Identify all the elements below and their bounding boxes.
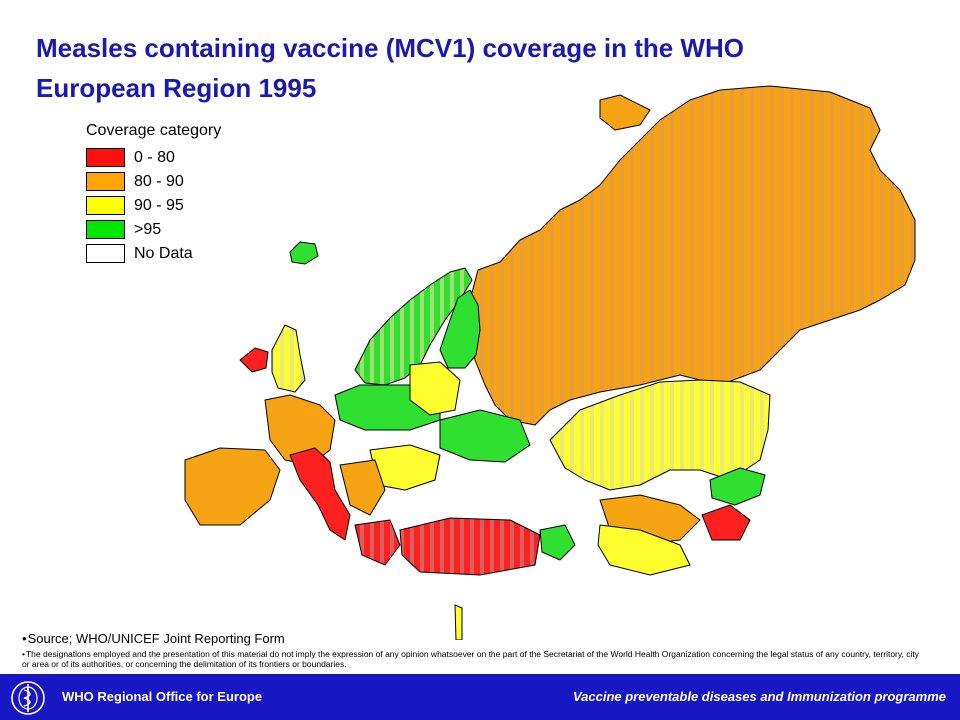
legend: Coverage category 0 - 80 80 - 90 90 - 95… [86, 122, 276, 266]
spain-portugal [184, 447, 281, 526]
france [264, 394, 336, 466]
italy [289, 447, 351, 541]
legend-row-no-data: No Data [86, 242, 276, 265]
finland [439, 289, 481, 369]
source-note: Source; WHO/UNICEF Joint Reporting Form [22, 631, 285, 646]
legend-title: Coverage category [86, 122, 222, 139]
map-countries [184, 85, 916, 640]
legend-row-over-95: >95 [86, 218, 276, 241]
central-asia-south [597, 524, 691, 576]
europe-coverage-map [184, 85, 916, 640]
slide-title: Measles containing vaccine (MCV1) covera… [36, 33, 744, 103]
legend-row-90-95: 90 - 95 [86, 194, 276, 217]
russia [469, 85, 916, 426]
caucasus [539, 524, 576, 561]
iceland [289, 241, 319, 265]
kyrgyzstan [709, 467, 766, 506]
footer-bar: WHO Regional Office for Europe Vaccine p… [0, 674, 960, 720]
disclaimer-text: The designations employed and the presen… [22, 649, 919, 669]
balkans [339, 459, 386, 516]
novaya-zemlya [599, 94, 651, 131]
great-britain [271, 324, 306, 393]
israel [454, 604, 463, 640]
tajikistan [701, 504, 751, 541]
greece [354, 519, 401, 566]
footer-organization: WHO Regional Office for Europe [62, 689, 263, 704]
legend-swatch-no-data [86, 244, 125, 263]
legend-row-80-90: 80 - 90 [86, 170, 276, 193]
legend-swatch-over-95 [86, 220, 125, 239]
legend-swatch-0-80 [86, 148, 125, 167]
disclaimer-note: The designations employed and the presen… [22, 649, 922, 669]
legend-swatch-80-90 [86, 172, 125, 191]
norway-sweden [354, 267, 473, 386]
legend-label: No Data [134, 244, 193, 262]
who-emblem-serpent [23, 689, 31, 707]
kazakhstan [549, 379, 771, 491]
legend-label: >95 [134, 220, 162, 238]
ukraine [439, 409, 531, 463]
turkey [399, 517, 541, 576]
ireland [239, 347, 269, 373]
legend-label: 90 - 95 [134, 196, 184, 214]
legend-swatch-90-95 [86, 196, 125, 215]
legend-label: 80 - 90 [134, 172, 184, 190]
footer-programme: Vaccine preventable diseases and Immuniz… [572, 689, 946, 704]
legend-row-0-80: 0 - 80 [86, 146, 276, 169]
source-text: Source; WHO/UNICEF Joint Reporting Form [27, 631, 285, 646]
legend-label: 0 - 80 [134, 148, 175, 166]
belarus-baltics [409, 361, 461, 416]
who-emblem-ring [11, 681, 45, 715]
who-emblem-icon [11, 681, 45, 715]
